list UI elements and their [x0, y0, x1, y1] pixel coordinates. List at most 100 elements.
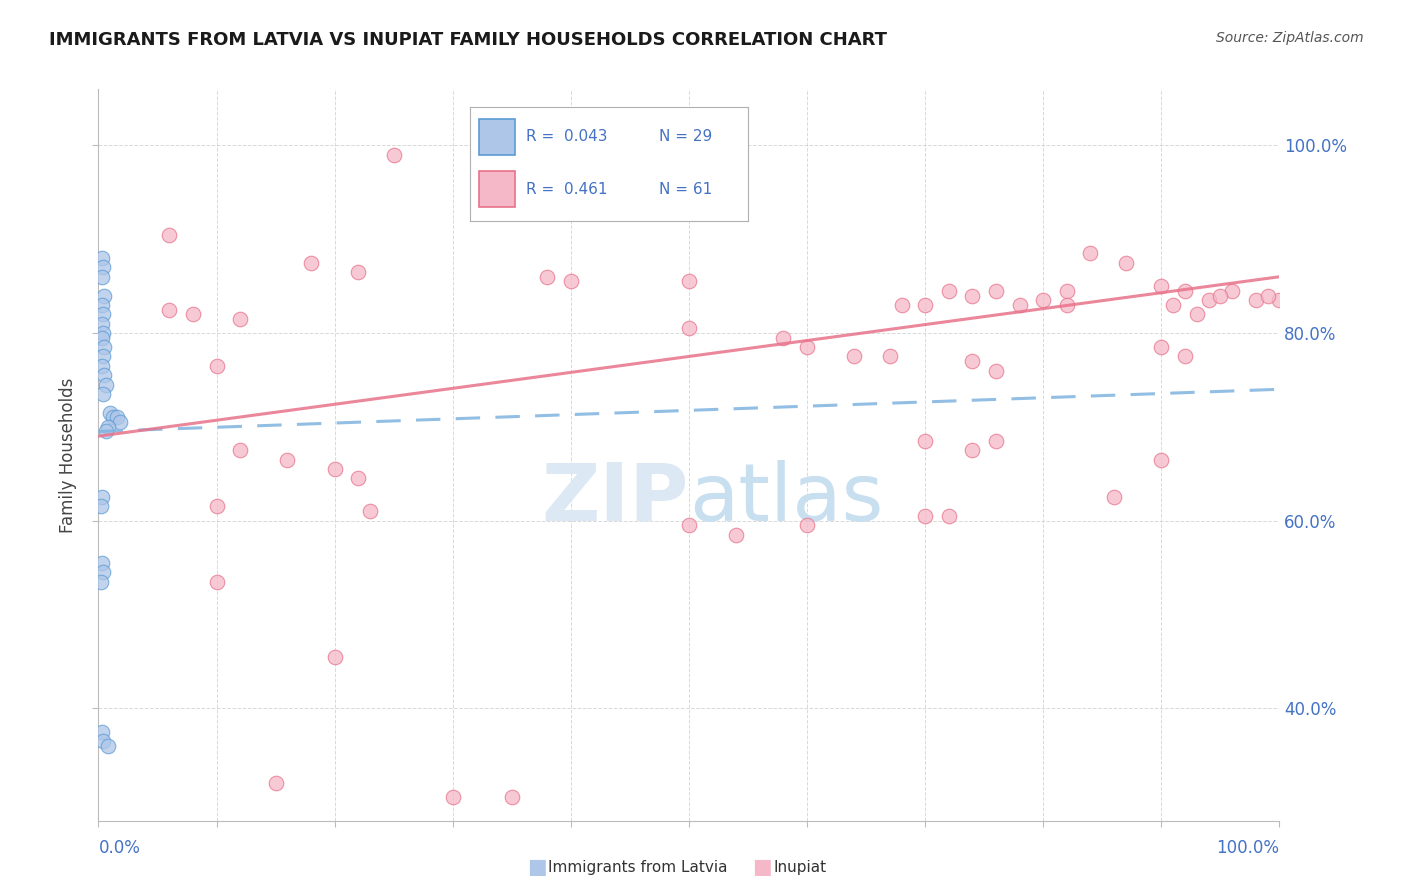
Point — [229, 443, 252, 458]
Point — [1150, 340, 1173, 354]
Point — [1102, 490, 1125, 504]
Point — [157, 302, 180, 317]
Point — [984, 363, 1007, 377]
Point — [1198, 293, 1220, 308]
Point — [1056, 298, 1078, 312]
Point — [93, 368, 115, 383]
Text: 0.0%: 0.0% — [98, 838, 141, 857]
Point — [1257, 288, 1279, 302]
Point — [98, 406, 121, 420]
Point — [91, 556, 114, 570]
Text: Immigrants from Latvia: Immigrants from Latvia — [548, 860, 728, 874]
Text: ■: ■ — [527, 857, 547, 877]
Point — [108, 415, 131, 429]
Point — [205, 574, 228, 589]
Point — [91, 251, 114, 265]
Point — [962, 443, 984, 458]
Point — [97, 419, 120, 434]
Point — [105, 410, 128, 425]
Point — [796, 518, 818, 533]
Point — [1161, 298, 1184, 312]
Point — [93, 288, 115, 302]
Point — [1032, 293, 1054, 308]
Point — [299, 255, 322, 269]
Point — [1056, 284, 1078, 298]
Point — [984, 434, 1007, 448]
Point — [229, 312, 252, 326]
Point — [725, 527, 748, 541]
Text: 100.0%: 100.0% — [1216, 838, 1279, 857]
Point — [1174, 350, 1197, 364]
Point — [1268, 293, 1291, 308]
Point — [678, 518, 700, 533]
Point — [91, 317, 114, 331]
Point — [914, 434, 936, 448]
Point — [90, 500, 112, 514]
Point — [1150, 279, 1173, 293]
Text: ZIP: ZIP — [541, 459, 689, 538]
Point — [91, 359, 114, 373]
Point — [560, 275, 582, 289]
Point — [938, 508, 960, 523]
Point — [441, 790, 464, 805]
Point — [90, 574, 112, 589]
Point — [205, 500, 228, 514]
Text: IMMIGRANTS FROM LATVIA VS INUPIAT FAMILY HOUSEHOLDS CORRELATION CHART: IMMIGRANTS FROM LATVIA VS INUPIAT FAMILY… — [49, 31, 887, 49]
Point — [844, 350, 866, 364]
Point — [796, 340, 818, 354]
Point — [101, 410, 124, 425]
Point — [1220, 284, 1243, 298]
Point — [1244, 293, 1267, 308]
Point — [323, 462, 346, 476]
Point — [91, 387, 114, 401]
Point — [359, 504, 381, 518]
Point — [772, 331, 794, 345]
Point — [1150, 452, 1173, 467]
Point — [1008, 298, 1031, 312]
Text: Inupiat: Inupiat — [773, 860, 827, 874]
Point — [879, 350, 901, 364]
Point — [91, 724, 114, 739]
Point — [347, 265, 370, 279]
Point — [91, 490, 114, 504]
Point — [91, 734, 114, 748]
Point — [1080, 246, 1102, 260]
Point — [914, 298, 936, 312]
Point — [264, 776, 287, 790]
Point — [962, 288, 984, 302]
Point — [678, 275, 700, 289]
Text: Source: ZipAtlas.com: Source: ZipAtlas.com — [1216, 31, 1364, 45]
Point — [536, 269, 558, 284]
Text: ■: ■ — [752, 857, 772, 877]
Point — [97, 739, 120, 753]
Point — [984, 284, 1007, 298]
Point — [205, 359, 228, 373]
Point — [94, 377, 117, 392]
Point — [91, 350, 114, 364]
Point — [382, 148, 405, 162]
Point — [1174, 284, 1197, 298]
Point — [347, 471, 370, 485]
Point — [157, 227, 180, 242]
Point — [890, 298, 912, 312]
Point — [1185, 307, 1208, 321]
Point — [1209, 288, 1232, 302]
Point — [276, 452, 298, 467]
Text: atlas: atlas — [689, 459, 883, 538]
Point — [94, 425, 117, 439]
Point — [181, 307, 204, 321]
Point — [323, 649, 346, 664]
Point — [91, 260, 114, 275]
Y-axis label: Family Households: Family Households — [59, 377, 77, 533]
Point — [91, 269, 114, 284]
Point — [91, 298, 114, 312]
Point — [914, 508, 936, 523]
Point — [962, 354, 984, 368]
Point — [91, 565, 114, 579]
Point — [91, 331, 114, 345]
Point — [91, 307, 114, 321]
Point — [1115, 255, 1137, 269]
Point — [678, 321, 700, 335]
Point — [91, 326, 114, 340]
Point — [501, 790, 523, 805]
